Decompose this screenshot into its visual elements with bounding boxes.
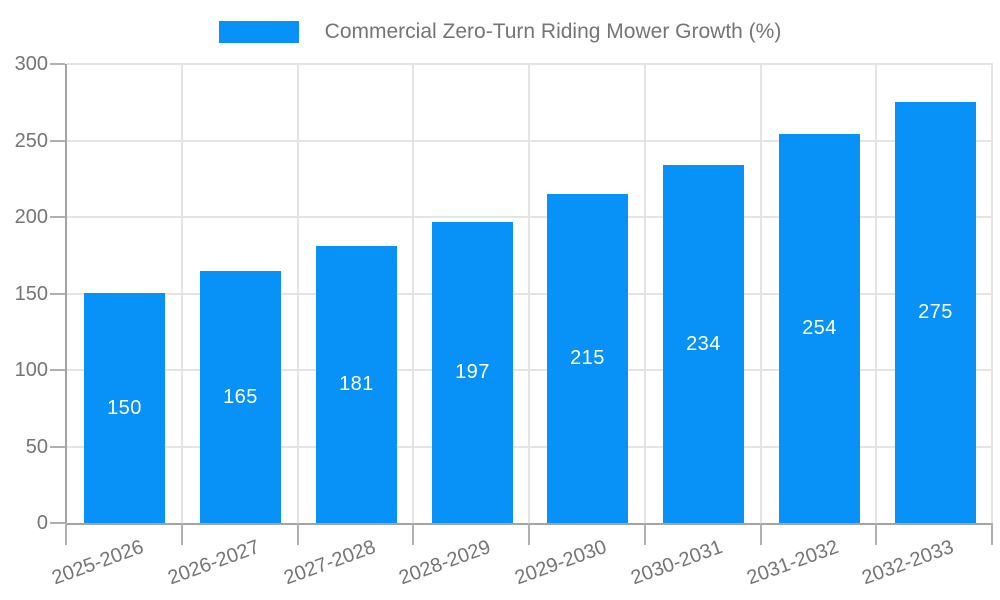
x-tick-label: 2029-2030 xyxy=(512,535,610,590)
bar-value-label: 275 xyxy=(918,301,953,323)
x-tick-label: 2032-2033 xyxy=(859,535,957,590)
bar-value-label: 234 xyxy=(686,332,721,355)
legend-label: Commercial Zero-Turn Riding Mower Growth… xyxy=(324,20,782,43)
gridline-vertical xyxy=(180,64,183,523)
gridline-horizontal xyxy=(67,63,993,65)
bar-value-label: 254 xyxy=(802,317,837,339)
x-tick-mark xyxy=(180,523,183,545)
x-tick-label: 2026-2027 xyxy=(165,535,263,590)
y-tick-label: 250 xyxy=(14,129,48,152)
y-axis-line xyxy=(65,64,67,525)
gridline-vertical xyxy=(759,64,762,523)
gridline-horizontal xyxy=(67,292,993,295)
gridline-horizontal xyxy=(67,369,993,371)
bar-value-label: 215 xyxy=(570,347,605,369)
gridline-vertical xyxy=(412,64,415,523)
y-tick-label: 0 xyxy=(36,512,48,534)
gridline-horizontal xyxy=(67,139,993,142)
y-tick-label: 100 xyxy=(14,359,48,381)
gridline-vertical xyxy=(991,64,993,523)
gridline-vertical xyxy=(296,64,299,523)
bar: 165 xyxy=(200,271,281,523)
x-tick-mark xyxy=(296,523,299,545)
y-tick-mark xyxy=(50,216,65,218)
bar: 150 xyxy=(84,293,165,523)
x-tick-label: 2028-2029 xyxy=(396,535,494,590)
x-tick-mark xyxy=(528,523,530,545)
x-tick-mark xyxy=(412,523,415,545)
y-tick-label: 300 xyxy=(14,53,48,75)
y-tick-label: 150 xyxy=(14,282,48,305)
bar: 197 xyxy=(432,222,513,523)
x-tick-mark xyxy=(759,523,762,545)
bar: 215 xyxy=(547,194,628,523)
bar: 181 xyxy=(316,246,397,523)
legend: Commercial Zero-Turn Riding Mower Growth… xyxy=(0,18,1000,46)
gridline-vertical xyxy=(875,64,878,523)
bar: 234 xyxy=(663,165,744,523)
gridline-vertical xyxy=(643,64,646,523)
y-tick-mark xyxy=(50,292,65,295)
x-tick-mark xyxy=(65,523,67,545)
gridline-vertical xyxy=(528,64,530,523)
gridline-horizontal xyxy=(67,445,993,448)
x-tick-label: 2030-2031 xyxy=(628,535,726,590)
x-tick-label: 2031-2032 xyxy=(743,535,842,590)
y-tick-label: 200 xyxy=(14,206,48,228)
x-tick-mark xyxy=(643,523,646,545)
bar-value-label: 181 xyxy=(339,373,374,395)
y-tick-label: 50 xyxy=(25,435,48,458)
y-tick-mark xyxy=(50,522,65,524)
bar-value-label: 150 xyxy=(107,396,142,419)
gridline-horizontal xyxy=(67,216,993,218)
y-tick-mark xyxy=(50,445,65,448)
x-tick-mark xyxy=(991,523,993,545)
x-tick-label: 2025-2026 xyxy=(49,535,147,590)
y-tick-mark xyxy=(50,369,65,371)
y-tick-mark xyxy=(50,63,65,65)
bar-value-label: 197 xyxy=(455,361,490,383)
bar-value-label: 165 xyxy=(223,385,258,408)
x-tick-label: 2027-2028 xyxy=(280,535,379,590)
plot-area: 0 50 100 150 200 250 300 150 165 181 197 215 234 254 2… xyxy=(15,53,993,589)
bar: 275 xyxy=(895,102,976,523)
x-tick-mark xyxy=(875,523,878,545)
legend-swatch xyxy=(218,21,299,43)
y-tick-mark xyxy=(50,139,65,142)
bar: 254 xyxy=(779,134,860,523)
legend-item[interactable]: Commercial Zero-Turn Riding Mower Growth… xyxy=(218,18,782,46)
